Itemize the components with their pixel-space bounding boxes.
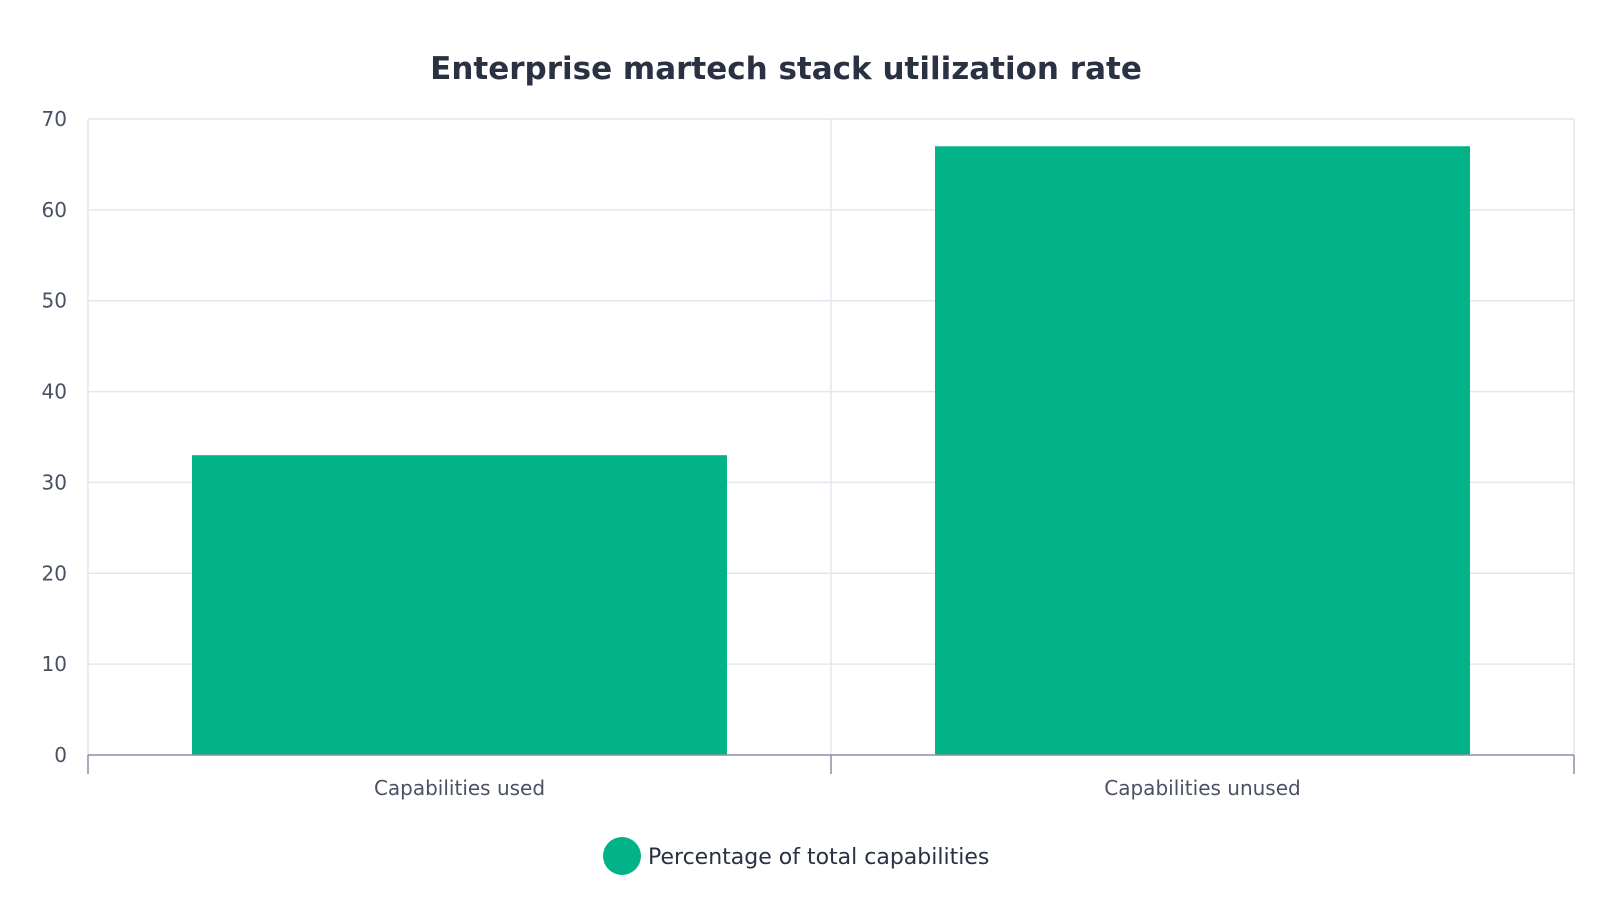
bars <box>192 146 1470 755</box>
bar-capabilities-used <box>192 455 727 755</box>
chart-title: Enterprise martech stack utilization rat… <box>430 51 1142 87</box>
bar-capabilities-unused <box>935 146 1470 755</box>
x-axis-tick-labels: Capabilities used Capabilities unused <box>374 776 1301 800</box>
legend-swatch-series-0 <box>603 837 641 875</box>
legend-label-series-0: Percentage of total capabilities <box>648 845 989 870</box>
axes <box>87 754 1575 774</box>
x-tick-label-1: Capabilities unused <box>1104 776 1300 800</box>
y-tick-label-50: 50 <box>42 289 67 313</box>
legend[interactable]: Percentage of total capabilities <box>603 837 989 875</box>
y-tick-label-30: 30 <box>42 470 67 494</box>
y-tick-label-10: 10 <box>42 652 67 676</box>
y-tick-label-60: 60 <box>42 198 67 222</box>
y-tick-label-0: 0 <box>54 743 67 767</box>
y-tick-label-20: 20 <box>42 561 67 585</box>
y-tick-label-40: 40 <box>42 380 67 404</box>
x-tick-label-0: Capabilities used <box>374 776 545 800</box>
y-tick-label-70: 70 <box>42 107 67 131</box>
y-axis-tick-labels: 0 10 20 30 40 50 60 70 <box>42 107 67 767</box>
